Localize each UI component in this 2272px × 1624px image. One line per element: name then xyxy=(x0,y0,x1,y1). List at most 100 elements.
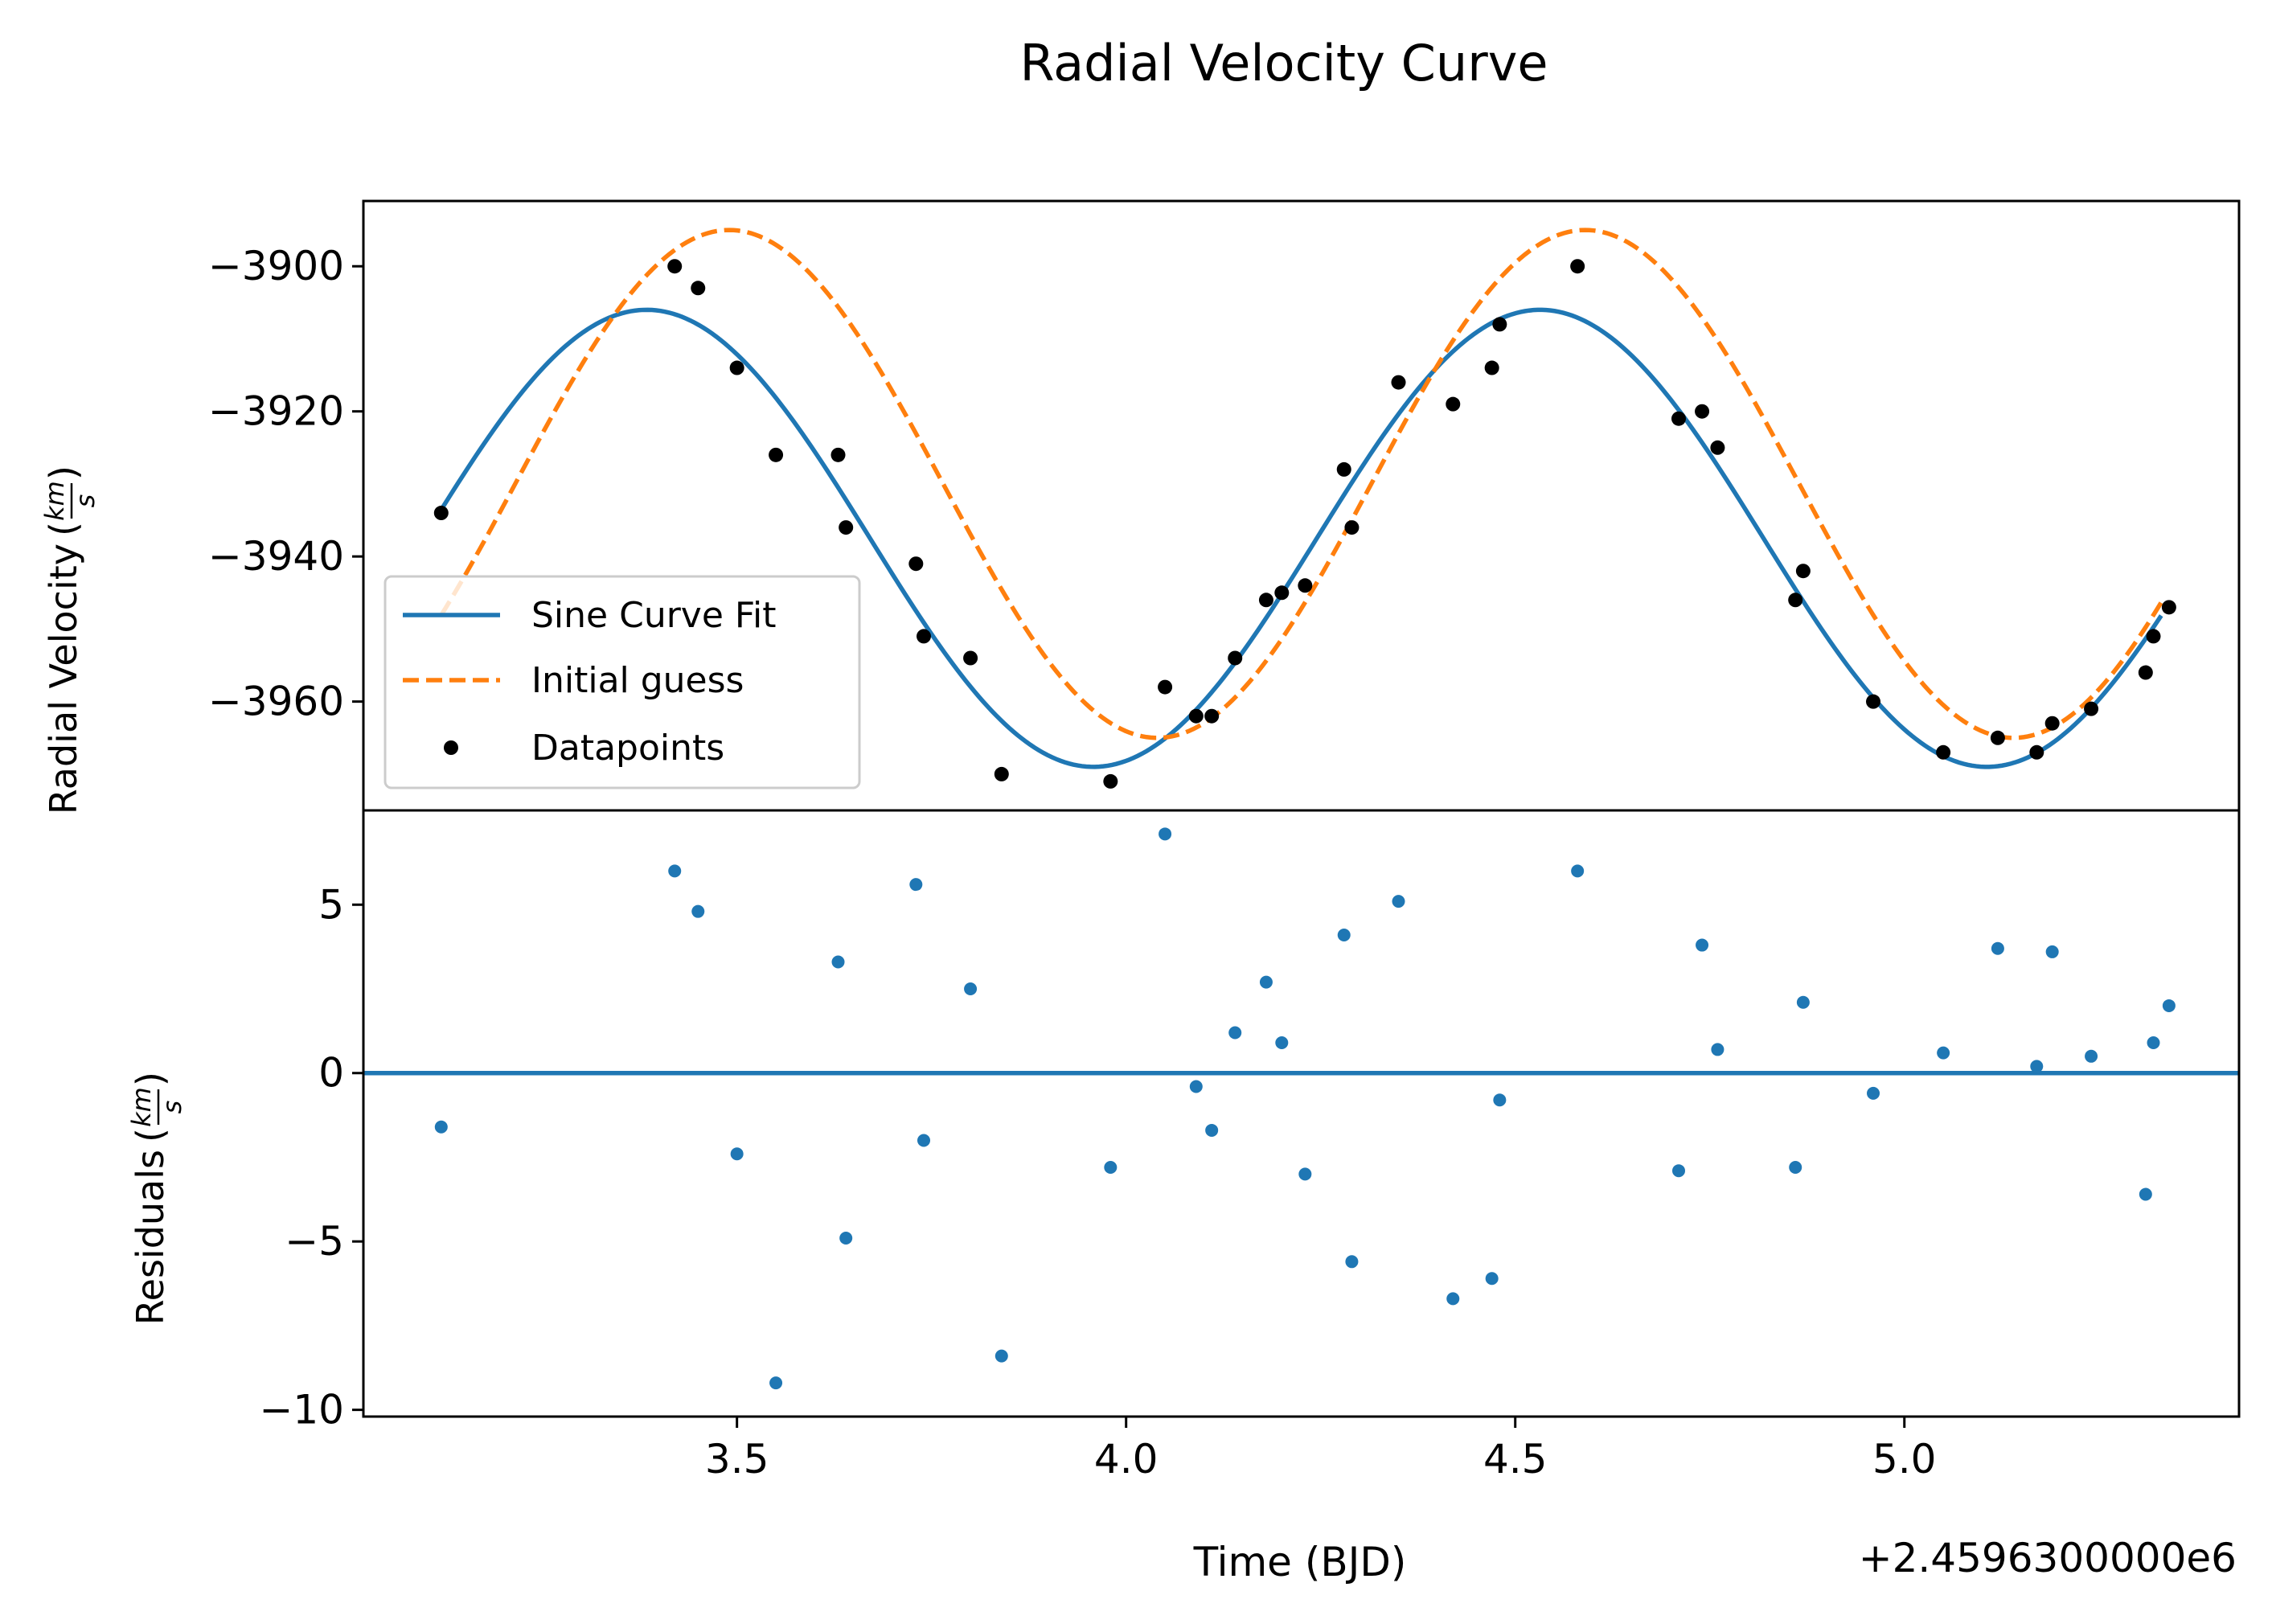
datapoint-marker xyxy=(908,556,924,572)
residual-marker xyxy=(730,1147,744,1161)
residual-marker xyxy=(1228,1026,1242,1040)
y-tick-label: 5 xyxy=(318,881,344,928)
residual-marker xyxy=(1867,1086,1880,1100)
datapoint-marker xyxy=(1492,317,1507,332)
residual-marker xyxy=(1711,1043,1725,1056)
residual-marker xyxy=(1571,864,1585,878)
unit-open-paren: ( xyxy=(129,1128,172,1142)
unit-close-paren: ) xyxy=(129,1072,172,1086)
residual-marker xyxy=(1298,1167,1312,1181)
residual-marker xyxy=(2139,1187,2152,1201)
unit-open-paren: ( xyxy=(42,522,85,536)
x-tick-label: 4.0 xyxy=(1094,1436,1159,1483)
residual-marker xyxy=(917,1134,930,1147)
legend-swatch-datapoints xyxy=(444,740,458,755)
datapoint-marker xyxy=(2084,701,2099,716)
y-tick-label: −10 xyxy=(259,1387,344,1433)
y-tick-label: 0 xyxy=(318,1050,344,1097)
y-tick-label: −3900 xyxy=(208,243,344,289)
datapoint-marker xyxy=(1158,679,1173,695)
datapoint-marker xyxy=(1990,730,2005,745)
datapoint-marker xyxy=(2029,744,2044,760)
residual-marker xyxy=(2147,1036,2160,1050)
datapoint-marker xyxy=(2138,665,2153,680)
y-tick-label: −3940 xyxy=(208,533,344,580)
datapoint-marker xyxy=(917,629,931,644)
residual-marker xyxy=(691,904,705,918)
datapoint-marker xyxy=(1258,593,1273,608)
datapoint-marker xyxy=(2161,600,2176,615)
datapoint-marker xyxy=(1228,650,1243,666)
residual-marker xyxy=(1275,1036,1289,1050)
x-axis-label: Time (BJD) xyxy=(1193,1539,1407,1585)
legend-label-sine-fit: Sine Curve Fit xyxy=(531,595,776,636)
datapoint-marker xyxy=(1188,708,1204,724)
datapoint-marker xyxy=(994,766,1009,781)
residuals-ylabel: Residuals xyxy=(129,1150,172,1325)
x-tick-label: 3.5 xyxy=(705,1436,769,1483)
datapoint-marker xyxy=(2146,629,2161,644)
residual-marker xyxy=(839,1231,853,1245)
radial-velocity-ylabel: Radial Velocity xyxy=(42,543,85,814)
datapoint-marker xyxy=(1710,440,1725,455)
unit-numerator: km xyxy=(39,481,70,521)
residual-marker xyxy=(1485,1272,1499,1286)
residual-marker xyxy=(2045,945,2059,958)
y-tick-label: −5 xyxy=(285,1218,344,1265)
residual-marker xyxy=(1259,975,1273,989)
datapoint-marker xyxy=(1103,773,1118,789)
residual-marker xyxy=(1696,938,1709,952)
legend-label-initial-guess: Initial guess xyxy=(531,660,744,701)
residual-marker xyxy=(2085,1049,2098,1063)
residual-marker xyxy=(1796,995,1810,1009)
x-tick-label: 4.5 xyxy=(1483,1436,1548,1483)
residual-marker xyxy=(831,955,845,969)
residual-marker xyxy=(2162,999,2176,1012)
residual-marker xyxy=(1937,1046,1950,1060)
residuals-axis-label: Residuals ( km s ) xyxy=(126,1072,187,1325)
residuals-panel: 5 0 −5 −10 3.5 4.0 4.5 5.0 xyxy=(259,809,2241,1483)
unit-denominator: s xyxy=(70,494,100,508)
residual-marker xyxy=(668,864,682,878)
residual-marker xyxy=(1189,1080,1203,1093)
datapoint-marker xyxy=(830,447,846,462)
x-tick-label: 5.0 xyxy=(1872,1436,1937,1483)
residual-marker xyxy=(1104,1161,1118,1175)
datapoint-marker xyxy=(1484,360,1499,375)
legend-frame xyxy=(383,575,861,789)
residual-marker xyxy=(995,1349,1008,1363)
plot-area xyxy=(433,228,2176,789)
plot-area xyxy=(363,827,2239,1390)
radial-velocity-axis-label: Radial Velocity ( km s ) xyxy=(39,465,100,814)
residual-marker xyxy=(2030,1060,2044,1073)
residual-marker xyxy=(964,982,978,996)
datapoint-marker xyxy=(691,281,706,296)
residual-marker xyxy=(1991,941,2004,955)
datapoint-marker xyxy=(1866,694,1881,709)
datapoint-marker xyxy=(963,650,978,666)
legend: Sine Curve Fit Initial guess Datapoints xyxy=(383,575,861,789)
residual-marker xyxy=(1672,1164,1685,1178)
residual-marker xyxy=(1789,1161,1802,1175)
residual-marker xyxy=(1205,1123,1219,1137)
axes-frame xyxy=(362,809,2241,1418)
initial-guess-line xyxy=(439,228,2163,740)
datapoint-marker xyxy=(1570,259,1585,274)
datapoint-marker xyxy=(2044,716,2060,731)
residual-marker xyxy=(1345,1255,1359,1269)
datapoint-marker xyxy=(1344,520,1360,535)
unit-close-paren: ) xyxy=(42,465,85,480)
datapoint-marker xyxy=(1298,578,1313,593)
unit-denominator: s xyxy=(157,1101,187,1114)
residual-marker xyxy=(909,878,923,892)
datapoint-marker xyxy=(1695,404,1710,419)
unit-numerator: km xyxy=(126,1087,157,1127)
y-tick-label: −3920 xyxy=(208,388,344,435)
datapoint-marker xyxy=(1671,411,1686,426)
datapoint-marker xyxy=(1795,564,1811,579)
residual-marker xyxy=(434,1120,448,1134)
datapoint-marker xyxy=(1446,396,1461,412)
datapoint-marker xyxy=(1336,461,1351,477)
